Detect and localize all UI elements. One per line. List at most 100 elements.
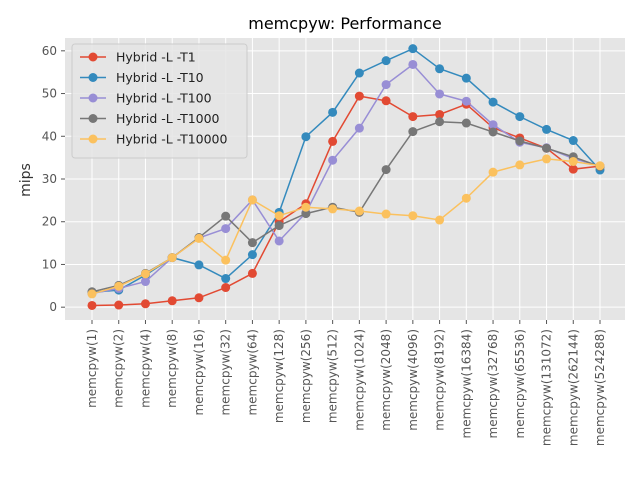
data-point <box>274 236 284 246</box>
data-point <box>568 136 578 146</box>
data-point <box>87 289 97 299</box>
x-tick-label: memcpyw(2048) <box>379 329 393 431</box>
legend-item: Hybrid -L -T10000 <box>80 132 228 147</box>
x-tick-label: memcpyw(4) <box>138 329 152 408</box>
data-point <box>301 209 311 219</box>
data-point <box>354 206 364 216</box>
legend-label: Hybrid -L -T10 <box>116 70 204 85</box>
data-point <box>408 211 418 221</box>
data-point <box>461 193 471 203</box>
data-point <box>221 274 231 284</box>
y-tick-label: 30 <box>42 172 57 186</box>
y-tick-label: 50 <box>42 87 57 101</box>
x-tick-label: memcpyw(64) <box>245 329 259 416</box>
chart-title: memcpyw: Performance <box>248 14 442 33</box>
x-tick-label: memcpyw(32768) <box>486 329 500 438</box>
data-point <box>515 136 525 146</box>
legend-item: Hybrid -L -T10 <box>80 70 204 85</box>
x-tick-label: memcpyw(32) <box>219 329 233 416</box>
data-point <box>408 44 418 54</box>
x-tick-label: memcpyw(65536) <box>513 329 527 438</box>
data-point <box>488 120 498 130</box>
data-point <box>328 107 338 117</box>
y-axis-ticks: 0 10 20 30 40 50 60 <box>42 44 65 314</box>
y-axis-label: mips <box>18 163 34 197</box>
legend-box <box>71 43 248 159</box>
data-point <box>247 268 257 278</box>
data-point <box>328 136 338 146</box>
data-point <box>247 195 257 205</box>
data-point <box>140 299 150 309</box>
data-point <box>167 253 177 263</box>
legend-item: Hybrid -L -T100 <box>80 91 212 106</box>
data-point <box>194 260 204 270</box>
x-tick-label: memcpyw(16) <box>192 329 206 416</box>
series-group <box>87 44 605 310</box>
y-tick-label: 40 <box>42 129 57 143</box>
data-point <box>114 281 124 291</box>
legend-item: Hybrid -L -T1000 <box>80 111 220 126</box>
data-point <box>461 96 471 106</box>
x-tick-label: memcpyw(131072) <box>540 329 554 446</box>
data-point <box>595 161 605 171</box>
data-point <box>381 56 391 66</box>
x-tick-label: memcpyw(2) <box>112 329 126 408</box>
legend-label: Hybrid -L -T1 <box>116 50 196 65</box>
x-tick-label: memcpyw(8) <box>165 329 179 408</box>
x-tick-label: memcpyw(256) <box>299 329 313 423</box>
data-point <box>354 68 364 78</box>
data-point <box>488 127 498 137</box>
data-point <box>274 211 284 221</box>
legend-marker <box>88 93 98 103</box>
data-point <box>301 132 311 142</box>
x-tick-label: memcpyw(16384) <box>459 329 473 438</box>
data-point <box>354 123 364 133</box>
data-point <box>114 300 124 310</box>
x-tick-label: memcpyw(524288) <box>593 329 607 446</box>
data-point <box>461 118 471 128</box>
legend: Hybrid -L -T1 Hybrid -L -T10 Hybrid -L -T1… <box>71 43 248 159</box>
data-point <box>87 300 97 310</box>
data-point <box>435 117 445 127</box>
data-point <box>408 59 418 69</box>
data-point <box>167 296 177 306</box>
data-point <box>568 164 578 174</box>
data-point <box>301 202 311 212</box>
data-point <box>435 64 445 74</box>
legend-label: Hybrid -L -T100 <box>116 91 212 106</box>
data-point <box>221 283 231 293</box>
legend-marker <box>88 114 98 123</box>
data-point <box>221 224 231 234</box>
y-tick-label: 20 <box>42 215 57 229</box>
data-point <box>542 124 552 134</box>
legend-label: Hybrid -L -T1000 <box>116 111 220 126</box>
legend-marker <box>88 134 98 144</box>
x-axis-ticks: memcpyw(1) memcpyw(2) memcpyw(4) memcpyw(8)… <box>85 320 607 446</box>
y-tick-label: 60 <box>42 44 57 58</box>
data-point <box>381 209 391 219</box>
x-tick-label: memcpyw(128) <box>272 329 286 423</box>
x-tick-label: memcpyw(1024) <box>352 329 366 431</box>
y-tick-label: 10 <box>42 257 57 271</box>
data-point <box>140 269 150 279</box>
data-point <box>488 167 498 177</box>
data-point <box>568 156 578 166</box>
data-point <box>140 277 150 287</box>
data-point <box>435 89 445 99</box>
data-point <box>381 80 391 90</box>
data-point <box>328 155 338 165</box>
data-point <box>515 160 525 170</box>
data-point <box>247 238 257 248</box>
x-tick-label: memcpyw(262144) <box>566 329 580 446</box>
y-tick-label: 0 <box>49 300 57 314</box>
legend-marker <box>88 73 98 82</box>
legend-marker <box>88 52 98 62</box>
data-point <box>247 250 257 260</box>
data-point <box>274 221 284 231</box>
series-line <box>91 158 601 295</box>
x-tick-label: memcpyw(4096) <box>406 329 420 431</box>
x-tick-label: memcpyw(1) <box>85 329 99 408</box>
data-point <box>488 97 498 107</box>
data-point <box>435 109 445 119</box>
